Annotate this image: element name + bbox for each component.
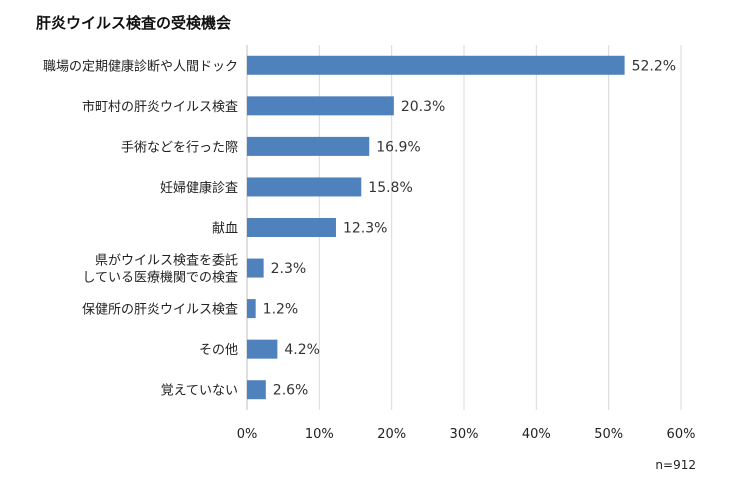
bar bbox=[247, 380, 266, 400]
category-label: 県がウイルス検査を委託している医療機関での検査 bbox=[82, 253, 238, 286]
category-label: 妊婦健康診査 bbox=[160, 180, 238, 196]
category-label-line: 県がウイルス検査を委託 bbox=[95, 253, 238, 269]
category-label: 職場の定期健康診断や人間ドック bbox=[43, 58, 238, 74]
x-tick-label: 60% bbox=[667, 427, 696, 442]
sample-size-note: n=912 bbox=[655, 458, 696, 472]
x-tick-label: 50% bbox=[594, 427, 623, 442]
x-tick-label: 20% bbox=[377, 427, 406, 442]
value-label: 1.2% bbox=[263, 302, 299, 318]
value-label: 15.8% bbox=[368, 180, 412, 196]
value-label: 52.2% bbox=[632, 58, 676, 74]
x-tick-label: 10% bbox=[305, 427, 334, 442]
bar bbox=[247, 218, 336, 237]
value-label: 4.2% bbox=[284, 342, 320, 358]
x-tick-label: 0% bbox=[237, 427, 258, 442]
bar bbox=[247, 299, 256, 319]
bar bbox=[247, 55, 625, 75]
bar bbox=[247, 177, 362, 197]
value-label: 16.9% bbox=[376, 139, 420, 155]
x-tick-label: 40% bbox=[522, 427, 551, 442]
bar bbox=[247, 136, 370, 156]
x-tick-label: 30% bbox=[450, 427, 479, 442]
category-label: 保健所の肝炎ウイルス検査 bbox=[82, 303, 238, 318]
category-label: 手術などを行った際 bbox=[121, 140, 238, 155]
category-label: 覚えていない bbox=[161, 384, 238, 399]
bar bbox=[247, 258, 264, 278]
category-label: 献血 bbox=[212, 222, 238, 237]
chart-title: 肝炎ウイルス検査の受検機会 bbox=[36, 14, 232, 32]
bar bbox=[247, 339, 278, 359]
bar bbox=[247, 96, 394, 116]
category-label-line: している医療機関での検査 bbox=[82, 271, 238, 286]
category-label: 市町村の肝炎ウイルス検査 bbox=[82, 99, 238, 115]
value-label: 12.3% bbox=[343, 221, 387, 237]
value-label: 2.3% bbox=[271, 261, 307, 277]
value-label: 2.6% bbox=[273, 383, 309, 399]
category-label: その他 bbox=[199, 343, 238, 358]
value-label: 20.3% bbox=[401, 99, 445, 115]
